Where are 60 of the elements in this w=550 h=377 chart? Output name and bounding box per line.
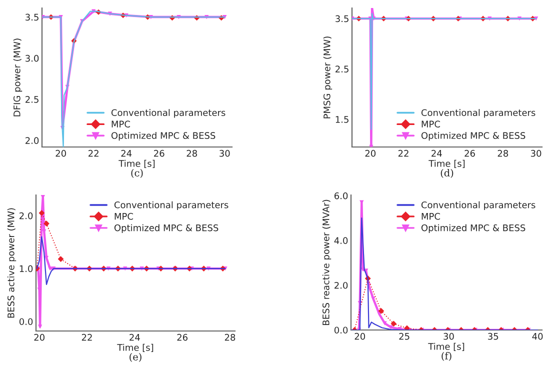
x-tick-label: 22 <box>88 150 98 157</box>
legend-label: Optimized MPC & BESS <box>114 224 218 233</box>
x-axis-title: Time [s] <box>428 342 464 351</box>
legend-label: MPC <box>422 120 440 128</box>
x-tick-label: 22 <box>82 334 92 341</box>
y-axis-title: DFIG power (MW) <box>13 38 22 116</box>
y-tick-label: 2.0 <box>20 212 33 220</box>
x-tick-label: 28 <box>498 150 508 157</box>
x-tick-label: 28 <box>224 334 236 341</box>
x-tick-label: 28 <box>186 150 197 157</box>
y-tick-label: 0.0 <box>334 326 348 334</box>
y-tick-label: 6.0 <box>334 192 348 200</box>
y-tick-label: 2.0 <box>334 282 348 289</box>
y-tick-label: 2.0 <box>26 137 39 144</box>
x-axis-title: Time [s] <box>117 344 154 352</box>
x-axis-title: Time [s] <box>428 160 465 168</box>
x-tick-label: 30 <box>444 332 454 340</box>
x-tick-label: 22 <box>398 150 408 157</box>
y-tick-label: 2.5 <box>26 96 38 103</box>
y-axis-title: BESS reactive power (MVAr) <box>322 200 332 325</box>
y-axis-title: PMSG power (MW) <box>323 36 332 118</box>
x-tick-label: 26 <box>464 150 475 157</box>
y-tick-label: 0.0 <box>19 318 33 326</box>
legend-label: MPC <box>422 212 440 220</box>
x-tick-label: 35 <box>488 332 498 340</box>
x-tick-label: 24 <box>432 150 442 157</box>
x-axis-title: Time [s] <box>118 160 155 168</box>
legend-label: Optimized MPC & BESS <box>421 132 526 141</box>
x-tick-label: 20 <box>34 334 44 341</box>
x-tick-label: 25 <box>399 332 410 340</box>
legend-label: MPC <box>112 120 130 128</box>
x-tick-label: 20 <box>56 150 66 157</box>
text: (d) <box>440 169 454 178</box>
y-tick-label: 3.0 <box>26 54 39 62</box>
y-tick-label: 4.0 <box>334 237 348 244</box>
y-tick-label: 3.5 <box>26 14 38 21</box>
x-tick-label: 20 <box>365 150 376 157</box>
legend-label: Conventional parameters <box>421 109 536 118</box>
legend-label: Optimized MPC & BESS <box>421 224 526 233</box>
x-tick-label: 30 <box>530 150 542 157</box>
y-tick-label: 1.5 <box>336 116 348 123</box>
y-axis-title: BESS active power (MW) <box>7 208 16 318</box>
text: (e) <box>130 353 142 362</box>
legend-label: Optimized MPC & BESS <box>111 132 216 141</box>
x-tick-label: 26 <box>177 334 188 341</box>
text: (c) <box>131 169 143 178</box>
legend-label: Conventional parameters <box>421 201 536 210</box>
legend-label: Conventional parameters <box>114 201 228 210</box>
legend-label: Conventional parameters <box>111 109 226 118</box>
y-tick-label: 3.5 <box>336 15 348 22</box>
x-tick-label: 30 <box>220 150 230 157</box>
x-tick-label: 24 <box>130 334 140 341</box>
text: (f) <box>442 352 452 361</box>
x-tick-label: 40 <box>532 332 543 340</box>
legend-label: MPC <box>114 212 133 220</box>
y-tick-label: 2.5 <box>336 66 348 72</box>
x-tick-label: 26 <box>154 150 164 157</box>
x-tick-label: 24 <box>121 150 132 157</box>
x-tick-label: 20 <box>354 332 366 340</box>
y-tick-label: 1.0 <box>20 265 33 272</box>
